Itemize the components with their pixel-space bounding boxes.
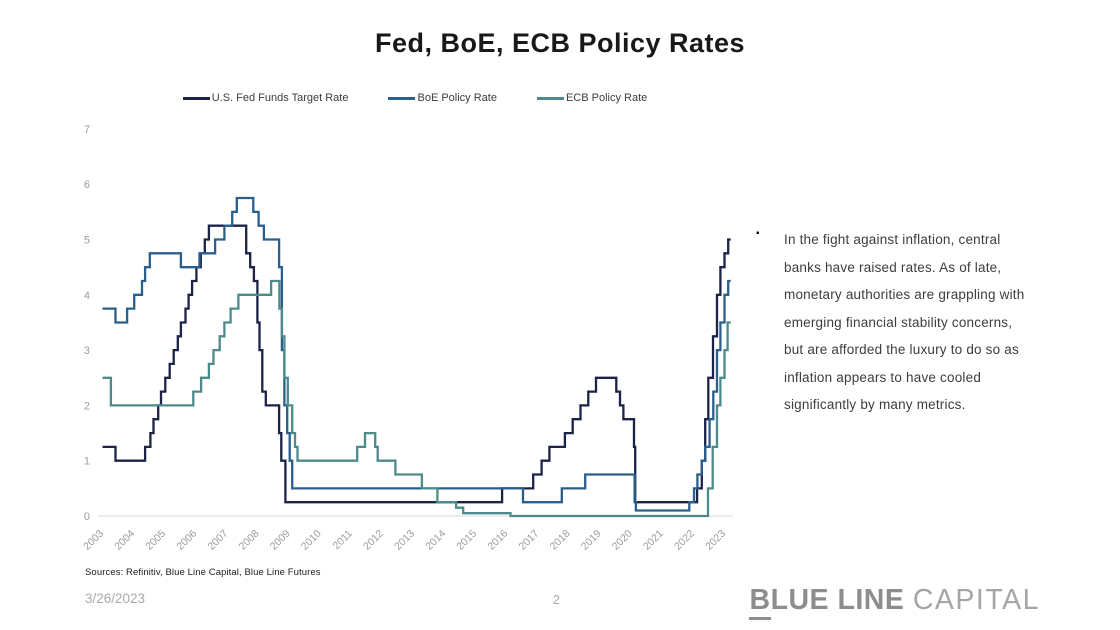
x-tick-label: 2013 bbox=[392, 528, 417, 553]
fed-line-swatch-icon bbox=[182, 96, 210, 100]
x-tick-label: 2021 bbox=[641, 528, 666, 553]
x-tick-label: 2010 bbox=[299, 528, 324, 553]
x-tick-label: 2020 bbox=[610, 528, 635, 553]
x-tick-label: 2007 bbox=[206, 528, 231, 553]
legend-item-boe: BoE Policy Rate bbox=[388, 92, 497, 104]
x-tick-label: 2019 bbox=[579, 528, 604, 553]
series-line-1 bbox=[102, 196, 731, 512]
x-tick-label: 2004 bbox=[112, 528, 137, 553]
x-tick-label: 2015 bbox=[454, 528, 479, 553]
x-tick-label: 2023 bbox=[703, 528, 728, 553]
series-line-2 bbox=[102, 279, 731, 518]
y-tick-label: 4 bbox=[84, 290, 90, 302]
chart-legend: U.S. Fed Funds Target Rate BoE Policy Ra… bbox=[70, 92, 760, 104]
x-tick-label: 2008 bbox=[237, 528, 262, 553]
x-tick-label: 2022 bbox=[672, 528, 697, 553]
x-tick-label: 2017 bbox=[517, 528, 542, 553]
commentary-block: ▪ In the fight against inflation, centra… bbox=[752, 226, 1100, 419]
legend-label-fed: U.S. Fed Funds Target Rate bbox=[211, 92, 349, 104]
blue-line-capital-logo: BLUE LINE CAPITAL bbox=[749, 584, 1040, 620]
logo-capital: CAPITAL bbox=[912, 584, 1040, 616]
logo-blue-line: BLUE LINE bbox=[749, 584, 904, 620]
sources-note: Sources: Refinitiv, Blue Line Capital, B… bbox=[85, 567, 321, 578]
series-line-0 bbox=[102, 224, 731, 504]
x-tick-label: 2003 bbox=[81, 528, 106, 553]
policy-rates-line-chart: 0 1 2 3 4 5 6 7 2003 2004 2005 2006 2007 2008 2009 2010… bbox=[81, 124, 733, 553]
page-number: 2 bbox=[553, 593, 560, 607]
legend-item-ecb: ECB Policy Rate bbox=[536, 92, 648, 104]
y-tick-label: 3 bbox=[84, 345, 90, 357]
x-tick-label: 2014 bbox=[423, 528, 448, 553]
y-tick-label: 2 bbox=[84, 400, 90, 412]
page-title: Fed, BoE, ECB Policy Rates bbox=[374, 28, 746, 58]
y-tick-label: 0 bbox=[84, 511, 90, 523]
ecb-line-swatch-icon bbox=[536, 96, 564, 100]
x-tick-label: 2016 bbox=[485, 528, 510, 553]
footer-date: 3/26/2023 bbox=[85, 591, 146, 606]
y-tick-label: 7 bbox=[84, 124, 90, 136]
chart-area: 0 1 2 3 4 5 6 7 2003 2004 2005 2006 2007 2008 2009 2010… bbox=[70, 106, 760, 581]
legend-item-fed: U.S. Fed Funds Target Rate bbox=[182, 92, 349, 104]
y-tick-label: 5 bbox=[84, 235, 90, 247]
y-tick-label: 6 bbox=[84, 179, 90, 191]
boe-line-swatch-icon bbox=[388, 96, 416, 100]
legend-label-boe: BoE Policy Rate bbox=[417, 92, 497, 104]
x-tick-label: 2011 bbox=[330, 528, 355, 553]
x-tick-label: 2005 bbox=[143, 528, 168, 553]
legend-label-ecb: ECB Policy Rate bbox=[565, 92, 648, 104]
commentary-text: In the fight against inflation, central … bbox=[784, 232, 1025, 412]
x-tick-label: 2012 bbox=[361, 528, 386, 553]
y-tick-label: 1 bbox=[84, 456, 90, 468]
bullet-square-icon: ▪ bbox=[756, 228, 760, 239]
x-tick-label: 2006 bbox=[174, 528, 199, 553]
x-tick-label: 2018 bbox=[548, 528, 573, 553]
x-tick-label: 2009 bbox=[268, 528, 293, 553]
